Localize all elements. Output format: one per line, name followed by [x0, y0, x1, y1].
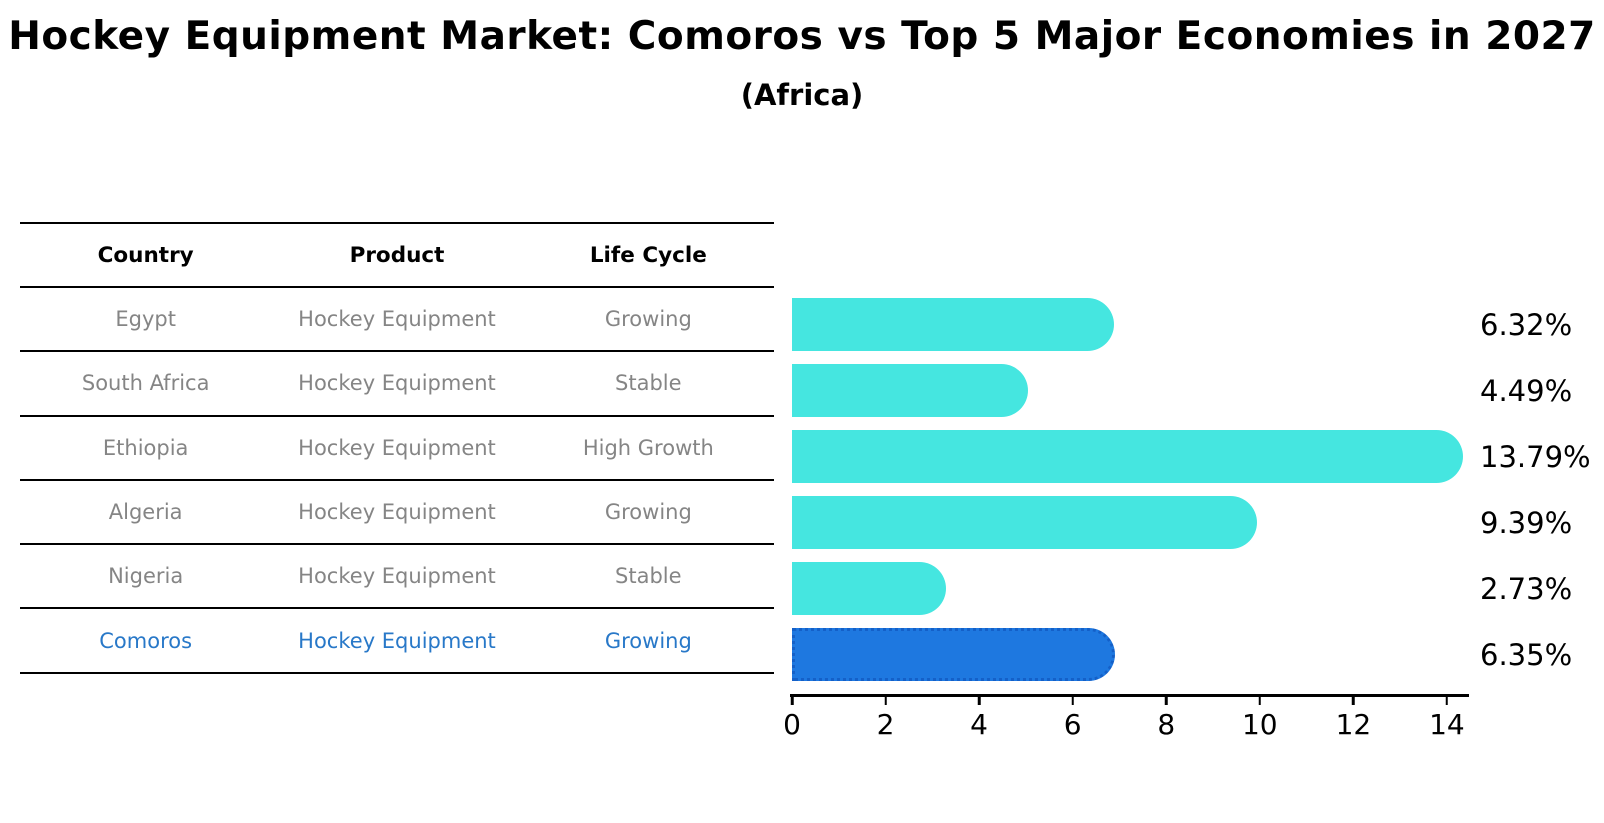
life-cycle-cell: Stable	[615, 564, 682, 589]
bar-egypt	[792, 298, 1114, 351]
product-cell: Hockey Equipment	[298, 628, 496, 653]
country-cell: Nigeria	[108, 564, 184, 589]
country-cell: Egypt	[115, 307, 176, 332]
table-row: Egypt Hockey Equipment Growing	[20, 288, 774, 353]
life-cycle-cell: Growing	[604, 307, 692, 332]
x-axis-tick-mark	[977, 696, 981, 705]
life-cycle-cell: Growing	[604, 628, 692, 653]
product-cell: Hockey Equipment	[298, 435, 496, 460]
x-axis-tick-label: 6	[1063, 708, 1082, 741]
bar-value-labels: 6.32% 4.49% 13.79% 9.39% 2.73% 6.35%	[1480, 292, 1600, 688]
bar-value-label: 9.39%	[1480, 505, 1573, 540]
table-row: Algeria Hockey Equipment Growing	[20, 481, 774, 546]
bar-value-label: 13.79%	[1480, 439, 1591, 474]
table-body: Egypt Hockey Equipment Growing South Afr…	[20, 288, 774, 674]
x-axis-tick-mark	[1445, 696, 1449, 705]
bar-value-label: 6.35%	[1480, 637, 1573, 672]
x-axis-tick-mark	[1258, 696, 1262, 705]
table-header-row: Country Product Life Cycle	[20, 224, 774, 288]
bar-south-africa	[792, 364, 1029, 417]
bar-value-label: 2.73%	[1480, 571, 1573, 606]
chart-subtitle: (Africa)	[740, 78, 864, 112]
bar-comoros	[792, 628, 1116, 681]
product-cell: Hockey Equipment	[298, 564, 496, 589]
table-row: Comoros Hockey Equipment Growing	[20, 609, 774, 674]
product-cell: Hockey Equipment	[298, 371, 496, 396]
x-axis-tick-label: 12	[1335, 708, 1372, 741]
country-cell: Ethiopia	[102, 435, 189, 460]
product-cell: Hockey Equipment	[298, 307, 496, 332]
x-axis-tick-label: 2	[876, 708, 895, 741]
bar-nigeria	[792, 562, 946, 615]
country-cell: Comoros	[99, 628, 193, 653]
bar-value-label: 4.49%	[1480, 373, 1573, 408]
product-cell: Hockey Equipment	[298, 500, 496, 525]
x-axis-tick-mark	[790, 696, 794, 705]
bar-algeria	[792, 496, 1258, 549]
x-axis-tick-label: 14	[1429, 708, 1465, 741]
column-header-life-cycle: Life Cycle	[589, 242, 707, 268]
x-axis-tick-mark	[884, 696, 887, 705]
x-axis: 0 2 4 6 8 10 12 14	[783, 694, 1469, 741]
table-row: Nigeria Hockey Equipment Stable	[20, 545, 774, 610]
x-axis-line	[790, 694, 1469, 697]
x-axis-tick-mark	[1071, 696, 1074, 705]
country-cell: South Africa	[81, 371, 210, 396]
chart-title: Hockey Equipment Market: Comoros vs Top …	[8, 14, 1596, 59]
x-axis-tick-label: 10	[1241, 708, 1278, 741]
x-axis-tick-label: 8	[1157, 708, 1176, 741]
life-cycle-cell: Growing	[604, 500, 692, 525]
column-header-country: Country	[97, 242, 194, 268]
bar-chart-plot-area	[792, 292, 1468, 688]
table-row: South Africa Hockey Equipment Stable	[20, 352, 774, 417]
bar-ethiopia	[792, 430, 1464, 483]
x-axis-tick-mark	[1165, 696, 1168, 705]
life-cycle-cell: High Growth	[582, 435, 714, 460]
life-cycle-cell: Stable	[615, 371, 682, 396]
table-row: Ethiopia Hockey Equipment High Growth	[20, 417, 774, 481]
country-cell: Algeria	[108, 500, 183, 525]
column-header-product: Product	[349, 242, 445, 268]
x-axis-tick-label: 0	[783, 708, 801, 741]
x-axis-tick-mark	[1352, 696, 1355, 705]
comparison-table: Country Product Life Cycle Egypt Hockey …	[20, 222, 774, 674]
x-axis-tick-label: 4	[970, 708, 989, 741]
bar-value-label: 6.32%	[1480, 307, 1573, 342]
